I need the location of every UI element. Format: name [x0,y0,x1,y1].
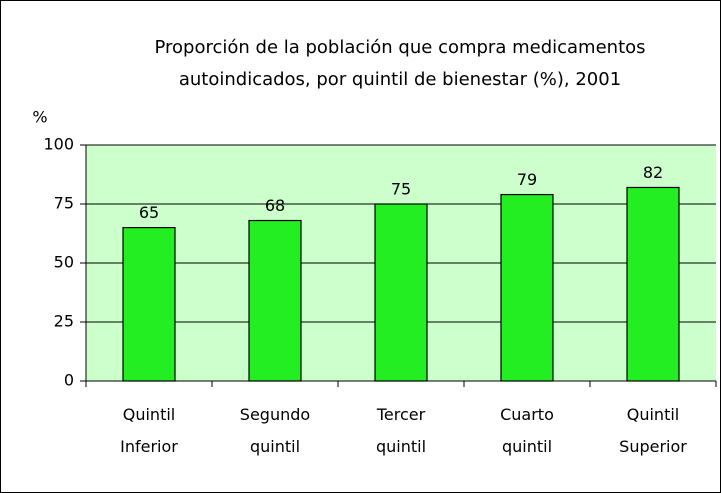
bar [122,227,176,382]
x-tick-label: Quintil Inferior [120,405,178,456]
value-label: 75 [391,180,411,199]
value-label: 82 [643,163,663,182]
y-tick-label: 100 [43,135,74,154]
y-tick-label: 75 [54,194,74,213]
value-label: 65 [139,203,159,222]
y-tick-label: 25 [54,312,74,331]
value-label: 79 [517,170,537,189]
x-tick-label: Segundo quintil [240,405,310,456]
y-tick-label: 50 [54,253,74,272]
x-tick-label: Cuarto quintil [500,405,554,456]
x-tick-label: Tercer quintil [376,405,426,456]
chart-title: Proporción de la población que compra me… [154,37,646,90]
y-axis-label: % [32,108,47,127]
bar [374,203,428,382]
bar [248,219,302,382]
bar [626,186,680,382]
value-label: 68 [265,196,285,215]
bar [500,193,554,382]
y-tick-label: 0 [64,371,74,390]
x-tick-label: Quintil Superior [619,405,687,456]
